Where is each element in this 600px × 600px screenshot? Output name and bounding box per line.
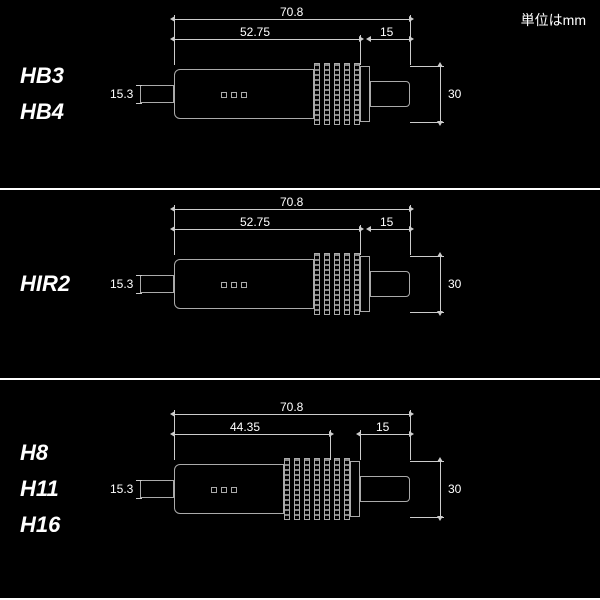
drawing-hir2: 70.8 52.75 15 15.3 30 bbox=[140, 251, 410, 317]
section-hb3-hb4: HB3 HB4 70.8 52.75 bbox=[0, 0, 600, 190]
dim-body: 44.35 bbox=[230, 420, 260, 434]
dim-tip-line bbox=[360, 434, 410, 435]
dim-overall-line bbox=[174, 414, 410, 415]
heatsink-fins bbox=[314, 63, 360, 125]
dim-overall-line bbox=[174, 209, 410, 210]
collar bbox=[350, 461, 360, 517]
ext-line bbox=[360, 225, 361, 255]
ext-line bbox=[410, 517, 444, 518]
ext-line bbox=[360, 35, 361, 65]
dim-overall: 70.8 bbox=[280, 5, 303, 19]
dim-head: 30 bbox=[448, 87, 461, 101]
bulb-base bbox=[140, 275, 174, 293]
led-chip bbox=[241, 282, 247, 288]
dim-base-h: 15.3 bbox=[110, 277, 133, 291]
dim-head: 30 bbox=[448, 482, 461, 496]
ext-line bbox=[410, 461, 444, 462]
led-chip bbox=[231, 92, 237, 98]
ext-line bbox=[410, 312, 444, 313]
label-h8: H8 bbox=[20, 440, 60, 466]
ext-line bbox=[136, 293, 142, 294]
bulb-outline: 70.8 44.35 15 15.3 30 bbox=[140, 456, 410, 522]
led-chip bbox=[241, 92, 247, 98]
tip bbox=[370, 81, 410, 107]
section-hir2: HIR2 70.8 52.75 15 15.3 bbox=[0, 190, 600, 380]
ext-line bbox=[136, 480, 142, 481]
labels-group: HIR2 bbox=[20, 271, 70, 297]
dim-tip-line bbox=[370, 229, 410, 230]
dim-head-line bbox=[440, 256, 441, 312]
dim-overall-line bbox=[174, 19, 410, 20]
dim-tip: 15 bbox=[380, 25, 393, 39]
label-h11: H11 bbox=[20, 476, 60, 502]
ext-line bbox=[136, 498, 142, 499]
dim-body-line bbox=[174, 39, 360, 40]
dim-body-line bbox=[174, 229, 360, 230]
ext-line bbox=[410, 66, 444, 67]
dim-overall: 70.8 bbox=[280, 400, 303, 414]
dim-body-line bbox=[174, 434, 330, 435]
bulb-body bbox=[174, 464, 284, 514]
collar bbox=[360, 66, 370, 122]
dim-overall: 70.8 bbox=[280, 195, 303, 209]
ext-line bbox=[136, 85, 142, 86]
ext-line bbox=[330, 430, 331, 460]
ext-line bbox=[410, 122, 444, 123]
drawing-h8: 70.8 44.35 15 15.3 30 bbox=[140, 456, 410, 522]
heatsink-fins bbox=[284, 458, 350, 520]
bulb-body bbox=[174, 69, 314, 119]
label-hir2: HIR2 bbox=[20, 271, 70, 297]
tip bbox=[360, 476, 410, 502]
tip bbox=[370, 271, 410, 297]
ext-line bbox=[136, 103, 142, 104]
bulb-base bbox=[140, 85, 174, 103]
dim-body: 52.75 bbox=[240, 215, 270, 229]
bulb-outline: 70.8 52.75 15 15.3 30 bbox=[140, 251, 410, 317]
led-chip bbox=[221, 487, 227, 493]
bulb-body bbox=[174, 259, 314, 309]
bulb-outline: 70.8 52.75 15 15.3 30 bbox=[140, 61, 410, 127]
led-chip bbox=[221, 282, 227, 288]
led-chip bbox=[231, 282, 237, 288]
drawing-hb3: 70.8 52.75 15 15.3 30 bbox=[140, 61, 410, 127]
dim-head-line bbox=[440, 461, 441, 517]
dim-base-h: 15.3 bbox=[110, 482, 133, 496]
led-chip bbox=[231, 487, 237, 493]
labels-group: HB3 HB4 bbox=[20, 63, 64, 125]
dim-head: 30 bbox=[448, 277, 461, 291]
dim-tip: 15 bbox=[376, 420, 389, 434]
collar bbox=[360, 256, 370, 312]
label-hb3: HB3 bbox=[20, 63, 64, 89]
label-h16: H16 bbox=[20, 512, 60, 538]
dim-tip: 15 bbox=[380, 215, 393, 229]
heatsink-fins bbox=[314, 253, 360, 315]
labels-group: H8 H11 H16 bbox=[20, 440, 60, 538]
dim-base-h: 15.3 bbox=[110, 87, 133, 101]
dim-body: 52.75 bbox=[240, 25, 270, 39]
ext-line bbox=[360, 430, 361, 460]
ext-line bbox=[410, 256, 444, 257]
label-hb4: HB4 bbox=[20, 99, 64, 125]
led-chip bbox=[211, 487, 217, 493]
section-h8-h11-h16: H8 H11 H16 70.8 44.35 15 bbox=[0, 380, 600, 600]
bulb-base bbox=[140, 480, 174, 498]
ext-line bbox=[136, 275, 142, 276]
dim-tip-line bbox=[370, 39, 410, 40]
led-chip bbox=[221, 92, 227, 98]
dim-head-line bbox=[440, 66, 441, 122]
